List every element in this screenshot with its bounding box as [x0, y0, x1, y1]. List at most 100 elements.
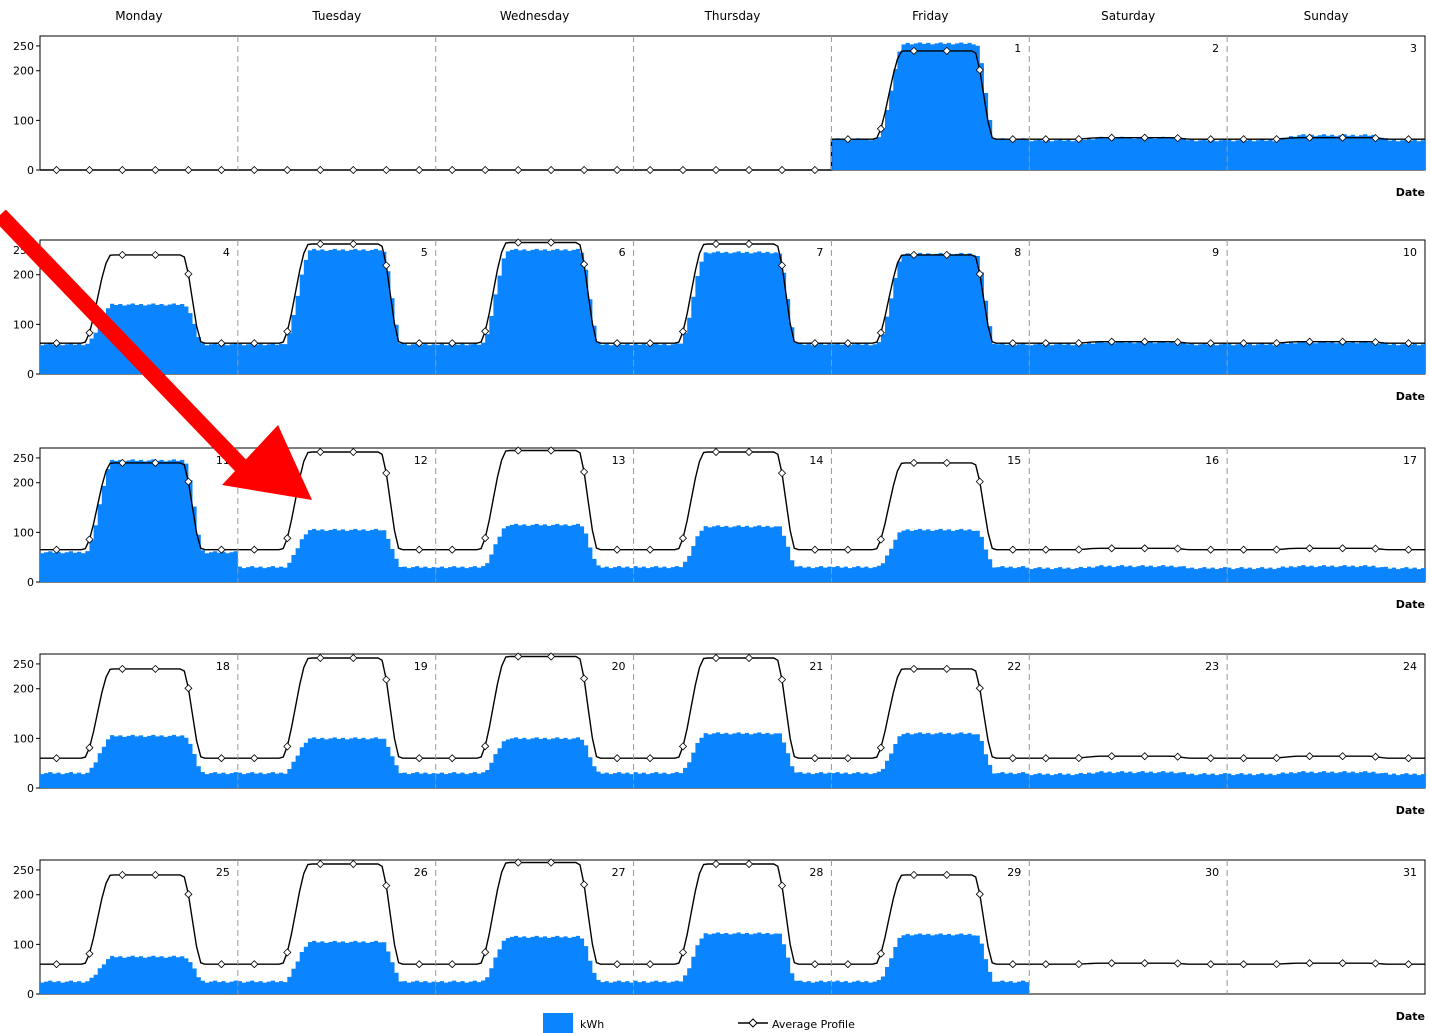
average-profile-marker	[1338, 752, 1347, 761]
average-profile-marker	[942, 664, 951, 673]
average-profile-marker	[711, 859, 721, 869]
average-profile-marker	[678, 534, 688, 543]
average-profile-marker	[1305, 752, 1314, 761]
average-profile-marker	[646, 545, 655, 554]
average-profile-marker	[283, 948, 292, 957]
average-profile-marker	[547, 238, 556, 247]
average-profile-marker	[1041, 960, 1050, 969]
kwh-area-day-22	[831, 732, 1030, 788]
day-number-17: 17	[1403, 454, 1417, 467]
day-number-19: 19	[414, 660, 428, 673]
average-profile-marker	[909, 458, 918, 467]
day-number-24: 24	[1403, 660, 1417, 673]
average-profile-marker	[448, 165, 457, 175]
average-profile-marker	[481, 165, 490, 175]
average-profile-marker	[250, 960, 259, 969]
average-profile-marker	[151, 870, 160, 879]
average-profile-marker	[448, 339, 457, 348]
legend-kwh-label: kWh	[580, 1018, 604, 1031]
weekday-header-wednesday: Wednesday	[500, 9, 569, 23]
average-profile-marker	[646, 754, 655, 763]
average-profile-marker	[613, 339, 622, 348]
average-profile-marker	[448, 545, 457, 554]
day-number-3: 3	[1410, 42, 1417, 55]
day-number-13: 13	[612, 454, 626, 467]
y-tick-label: 0	[27, 782, 34, 795]
average-profile-marker	[843, 960, 852, 969]
average-profile-marker	[843, 545, 852, 554]
day-number-9: 9	[1212, 246, 1219, 259]
average-profile-marker	[1239, 545, 1248, 554]
chart-panels: 0100200250123Date010020025045678910Date0…	[13, 35, 1426, 1023]
average-profile-marker	[1173, 959, 1182, 968]
average-profile-marker	[448, 754, 457, 763]
average-profile-marker	[118, 165, 127, 175]
average-profile-marker	[744, 165, 754, 175]
average-profile-marker	[250, 165, 259, 175]
x-axis-label: Date	[1396, 804, 1425, 817]
average-profile-marker	[678, 327, 688, 336]
average-profile-marker	[1305, 544, 1314, 553]
average-profile-marker	[151, 458, 160, 467]
arrow-shaft	[0, 209, 251, 476]
average-profile-marker	[316, 239, 325, 249]
average-profile-marker	[711, 239, 721, 249]
average-profile-marker	[975, 477, 984, 486]
average-profile-marker	[1371, 134, 1380, 143]
average-profile-marker	[876, 535, 885, 544]
average-profile-marker	[678, 742, 688, 751]
average-profile-marker	[646, 165, 655, 175]
average-profile-marker	[514, 238, 523, 247]
average-profile-marker	[217, 754, 226, 763]
weekday-header-friday: Friday	[912, 9, 948, 23]
average-profile-marker	[777, 675, 787, 684]
average-profile-marker	[777, 165, 787, 175]
kwh-area-day-21	[633, 732, 832, 788]
average-profile-line	[40, 241, 1425, 344]
average-profile-marker	[283, 742, 292, 751]
average-profile-marker	[1173, 134, 1182, 143]
y-tick-label: 0	[27, 576, 34, 589]
day-number-20: 20	[612, 660, 626, 673]
average-profile-marker	[975, 65, 984, 75]
week-panel-2: 010020025045678910Date	[13, 238, 1426, 403]
average-profile-marker	[184, 890, 193, 899]
y-tick-label: 100	[13, 318, 34, 331]
week-panel-5: 0 100 200 250 25 26 27 28 29 30 31 Date	[13, 858, 1426, 1023]
average-profile-marker	[1206, 339, 1215, 348]
kwh-area-day-13	[435, 523, 634, 582]
average-profile-marker	[678, 948, 688, 957]
arrow-head	[222, 425, 312, 500]
average-profile-line	[40, 50, 1425, 171]
average-profile-marker	[85, 743, 94, 752]
average-profile-marker	[1338, 544, 1347, 553]
average-profile-marker	[1338, 133, 1347, 142]
kwh-area-day-19	[237, 737, 436, 788]
average-profile-marker	[481, 742, 490, 751]
weekday-header-thursday: Thursday	[704, 9, 761, 23]
weekday-header-tuesday: Tuesday	[311, 9, 361, 23]
day-number-4: 4	[223, 246, 230, 259]
average-profile-marker	[415, 754, 424, 763]
average-profile-marker	[1371, 544, 1380, 553]
kwh-area-day-12	[237, 528, 436, 582]
average-profile-marker	[382, 469, 391, 478]
average-profile-marker	[1272, 753, 1281, 763]
average-profile-marker	[547, 165, 556, 175]
average-profile-marker	[1371, 752, 1380, 761]
day-number-1: 1	[1014, 42, 1021, 55]
average-profile-marker	[1338, 337, 1347, 346]
average-profile-marker	[1404, 545, 1413, 554]
average-profile-marker	[382, 675, 391, 684]
average-profile-marker	[1239, 960, 1248, 969]
average-profile-marker	[85, 535, 94, 544]
average-profile-marker	[316, 447, 325, 457]
average-profile-marker	[1206, 545, 1215, 554]
average-profile-marker	[1074, 960, 1083, 969]
legend-kwh-swatch	[543, 1013, 573, 1033]
day-number-30: 30	[1205, 866, 1219, 879]
x-axis-label: Date	[1396, 186, 1425, 199]
average-profile-marker	[1008, 960, 1017, 969]
